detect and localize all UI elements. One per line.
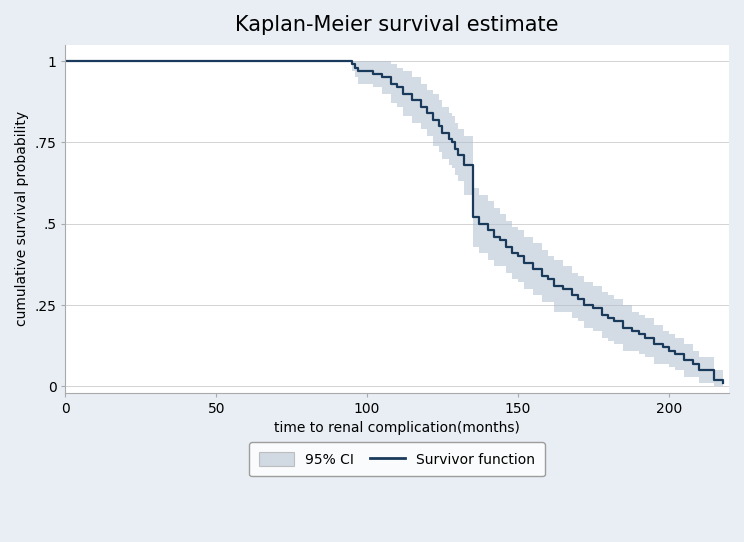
X-axis label: time to renal complication(months): time to renal complication(months) [275, 422, 520, 436]
Legend: 95% CI, Survivor function: 95% CI, Survivor function [249, 442, 545, 476]
Title: Kaplan-Meier survival estimate: Kaplan-Meier survival estimate [236, 15, 559, 35]
Y-axis label: cumulative survival probability: cumulative survival probability [15, 111, 29, 326]
